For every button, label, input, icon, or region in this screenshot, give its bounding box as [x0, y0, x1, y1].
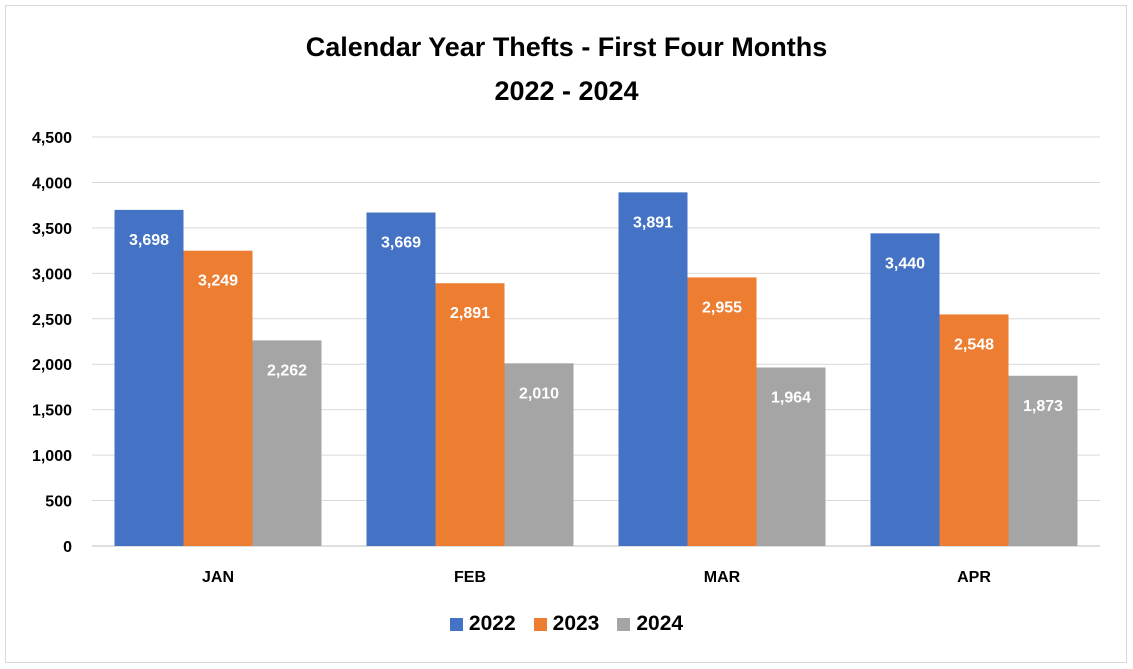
bar-2023-mar [687, 277, 757, 546]
bar-2024-apr [1008, 375, 1078, 546]
data-label: 2,891 [450, 305, 490, 322]
bar-2023-jan [183, 250, 253, 546]
y-tick-label: 3,500 [32, 221, 72, 238]
bar-2024-feb [504, 363, 574, 546]
legend-item-2023: 2023 [533, 612, 600, 636]
y-tick-label: 4,000 [32, 175, 72, 192]
y-tick-label: 500 [45, 494, 72, 511]
x-tick-label: MAR [704, 569, 741, 586]
y-tick-label: 2,000 [32, 357, 72, 374]
x-tick-label: APR [957, 569, 991, 586]
legend-item-2024: 2024 [617, 612, 683, 636]
data-label: 1,964 [771, 389, 811, 406]
x-tick-label: FEB [454, 569, 486, 586]
chart-title: Calendar Year Thefts - First Four Months [305, 32, 828, 62]
data-label: 2,955 [702, 299, 742, 316]
data-label: 3,249 [198, 273, 238, 290]
data-label: 2,262 [267, 362, 307, 379]
y-tick-label: 2,500 [32, 312, 72, 329]
y-tick-label: 1,000 [32, 448, 72, 465]
data-label: 1,873 [1023, 398, 1063, 415]
data-label: 3,891 [633, 214, 673, 231]
bar-2024-mar [756, 367, 826, 546]
data-label: 3,440 [885, 255, 925, 272]
bar-2022-feb [366, 212, 436, 546]
chart-legend: 2022 2023 2024 [0, 612, 1133, 636]
data-label: 2,548 [954, 336, 994, 353]
bar-2022-apr [870, 233, 940, 546]
data-label: 2,010 [519, 385, 559, 402]
legend-swatch-2024 [617, 617, 631, 631]
y-tick-label: 4,500 [32, 130, 72, 147]
y-tick-label: 1,500 [32, 403, 72, 420]
legend-swatch-2023 [533, 617, 547, 631]
x-tick-label: JAN [202, 569, 234, 586]
y-tick-label: 3,000 [32, 266, 72, 283]
chart-subtitle: 2022 - 2024 [494, 76, 639, 106]
legend-item-2022: 2022 [449, 612, 516, 636]
bar-2023-feb [435, 283, 505, 546]
legend-label-2022: 2022 [468, 612, 516, 635]
data-label: 3,669 [381, 235, 421, 252]
data-label: 3,698 [129, 232, 169, 249]
legend-swatch-2022 [449, 617, 463, 631]
y-tick-label: 0 [63, 539, 72, 556]
bar-2022-jan [114, 209, 184, 546]
bar-2024-jan [252, 340, 322, 546]
legend-label-2023: 2023 [552, 612, 600, 635]
bar-2023-apr [939, 314, 1009, 546]
legend-label-2024: 2024 [636, 612, 684, 635]
bar-2022-mar [618, 192, 688, 547]
